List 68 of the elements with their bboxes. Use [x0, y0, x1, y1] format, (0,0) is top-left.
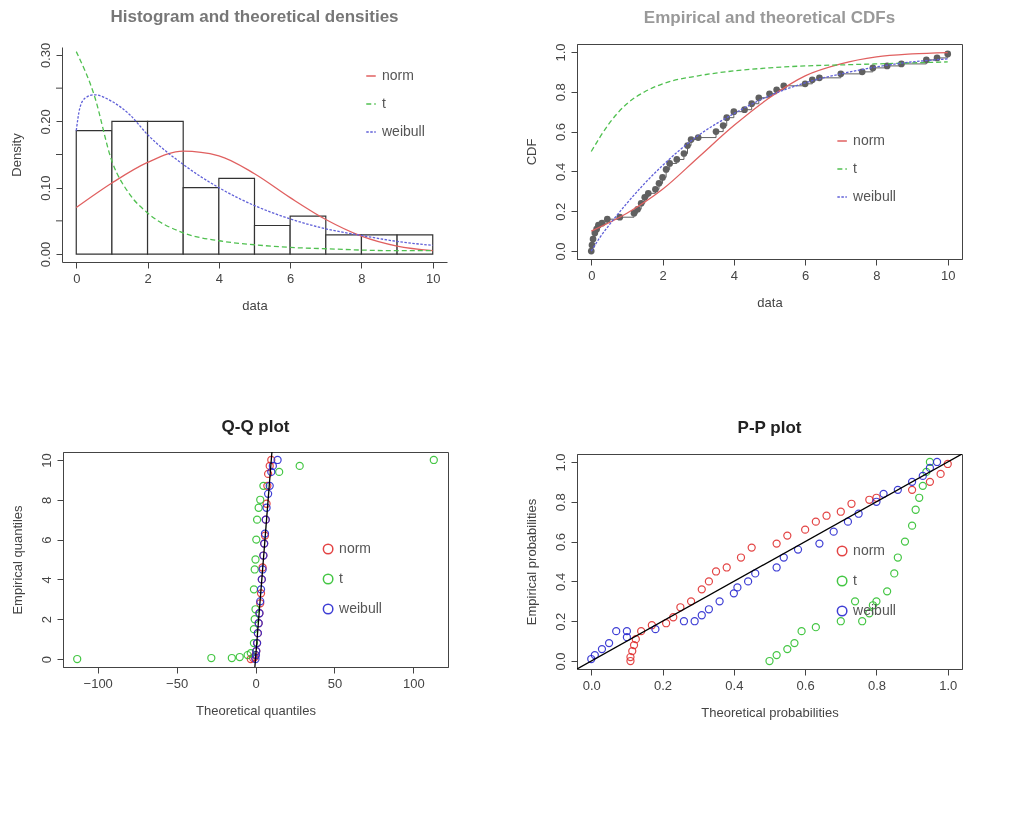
- x-tick-label: 6: [287, 270, 295, 286]
- y-axis-title: Empirical probabilities: [523, 498, 539, 626]
- x-tick-label: 0: [252, 675, 260, 691]
- x-tick-label: 0.4: [725, 677, 744, 693]
- y-tick-label: 0.00: [37, 241, 53, 268]
- x-tick-label: 10: [941, 267, 956, 283]
- legend-label: norm: [853, 542, 886, 558]
- y-tick-label: 0.6: [552, 123, 568, 142]
- x-tick-label: −100: [83, 675, 113, 691]
- y-axis-title: CDF: [523, 138, 539, 166]
- x-tick-label: 0: [73, 270, 81, 286]
- chart-title: Q-Q plot: [221, 417, 290, 436]
- x-tick-label: 0: [588, 267, 596, 283]
- y-tick-label: 1.0: [552, 453, 568, 472]
- x-tick-label: 2: [144, 270, 152, 286]
- x-tick-label: 0.6: [796, 677, 815, 693]
- chart-title: P-P plot: [737, 417, 802, 437]
- y-tick-label: 0.0: [552, 242, 568, 261]
- y-tick-label: 0.4: [552, 162, 568, 181]
- y-tick-label: 0.8: [552, 83, 568, 102]
- legend-label: t: [853, 160, 858, 176]
- x-tick-label: 1.0: [939, 677, 958, 693]
- x-tick-label: 8: [358, 270, 366, 286]
- y-tick-label: 0.6: [552, 533, 568, 552]
- legend-label: t: [339, 570, 344, 586]
- legend-label: t: [853, 572, 858, 588]
- legend-label: weibull: [852, 188, 896, 204]
- x-tick-label: 0.8: [867, 677, 886, 693]
- x-tick-label: 4: [730, 267, 738, 283]
- y-axis-title: Empirical quantiles: [9, 504, 25, 615]
- y-tick-label: 0.4: [552, 572, 568, 591]
- x-tick-label: 4: [215, 270, 223, 286]
- x-axis-title: data: [242, 297, 269, 313]
- y-tick-label: 0.10: [37, 175, 53, 201]
- x-tick-label: 50: [327, 675, 343, 691]
- x-axis-title: Theoretical quantiles: [196, 702, 317, 718]
- y-tick-label: 2: [38, 616, 54, 624]
- legend-label: norm: [382, 67, 414, 83]
- legend-label: weibull: [381, 123, 425, 139]
- y-tick-label: 0: [38, 655, 54, 664]
- y-tick-label: 0.20: [37, 109, 53, 135]
- legend-label: t: [382, 95, 386, 111]
- x-tick-label: 2: [659, 267, 667, 283]
- x-tick-label: 10: [426, 270, 441, 286]
- legend-label: norm: [339, 540, 372, 556]
- x-axis-title: data: [757, 294, 784, 310]
- y-tick-label: 8: [38, 496, 54, 504]
- y-axis-title: Density: [8, 132, 24, 177]
- y-tick-label: 0.2: [552, 612, 568, 631]
- y-tick-label: 4: [38, 576, 54, 584]
- y-tick-label: 0.30: [37, 42, 53, 69]
- x-axis-title: Theoretical probabilities: [701, 704, 840, 720]
- legend-label: weibull: [338, 600, 382, 616]
- y-tick-label: 6: [38, 536, 54, 544]
- y-tick-label: 0.0: [552, 652, 568, 671]
- y-tick-label: 1.0: [552, 43, 568, 62]
- y-tick-label: 10: [38, 453, 54, 468]
- legend-label: norm: [853, 132, 886, 148]
- y-tick-label: 0.2: [552, 202, 568, 221]
- x-tick-label: 0.2: [654, 677, 673, 693]
- x-tick-label: 6: [802, 267, 810, 283]
- x-tick-label: 100: [402, 675, 425, 691]
- x-tick-label: 8: [873, 267, 881, 283]
- chart-title: Empirical and theoretical CDFs: [643, 7, 896, 27]
- x-tick-label: 0.0: [582, 677, 601, 693]
- chart-title: Histogram and theoretical densities: [110, 7, 399, 27]
- x-tick-label: −50: [166, 675, 189, 691]
- y-tick-label: 0.8: [552, 493, 568, 512]
